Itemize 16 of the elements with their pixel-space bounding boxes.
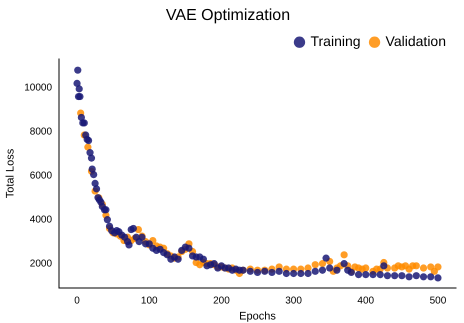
legend-label: Training [310, 33, 361, 50]
x-axis-title: Epochs [239, 310, 276, 322]
y-tick-label: 2000 [30, 258, 52, 270]
x-tick-label: 500 [430, 296, 447, 307]
legend-label: Validation [386, 33, 446, 50]
y-axis-title: Total Loss [4, 148, 17, 198]
y-tick-label: 6000 [30, 170, 52, 182]
y-tick-label: 10000 [24, 82, 52, 94]
x-tick-label: 200 [213, 296, 230, 307]
x-tick-label: 100 [140, 296, 158, 307]
y-tick-label: 4000 [30, 214, 52, 226]
x-tick-label: 0 [74, 296, 80, 307]
chart-title: VAE Optimization [166, 7, 290, 24]
y-tick-label: 8000 [30, 126, 52, 138]
x-tick-label: 300 [285, 296, 302, 307]
x-tick-label: 400 [357, 296, 375, 307]
